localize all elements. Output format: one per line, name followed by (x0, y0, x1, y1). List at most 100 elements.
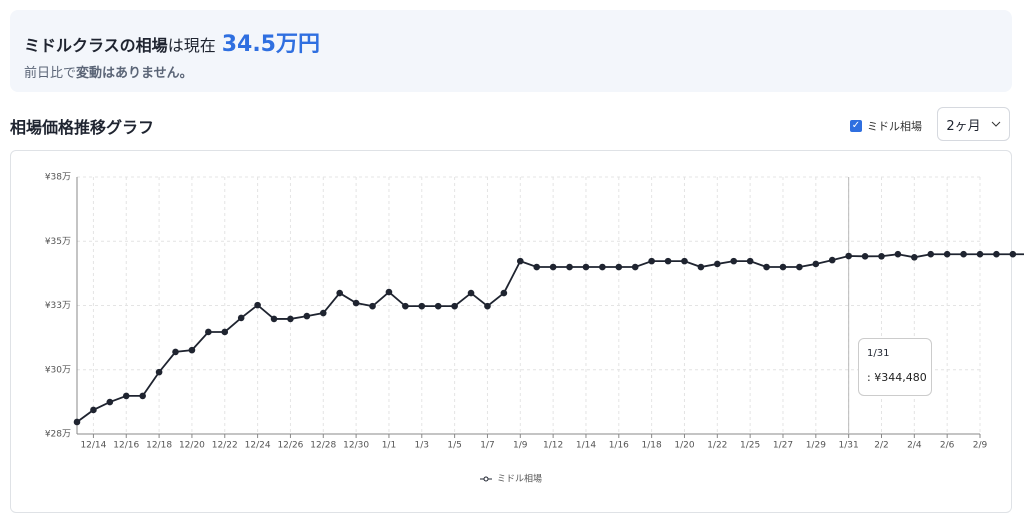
y-tick-label: ¥30万 (45, 365, 71, 375)
summary-title: ミドルクラスの相場は現在 34.5万円 (24, 26, 320, 58)
x-tick-label: 1/7 (480, 441, 494, 451)
point (861, 253, 869, 260)
point (681, 257, 688, 265)
x-tick-label: 1/27 (773, 441, 793, 451)
point (418, 302, 426, 310)
x-tick-label: 2/9 (973, 441, 988, 451)
point (845, 252, 852, 260)
point (960, 250, 967, 258)
point (385, 288, 393, 296)
point (1009, 250, 1017, 258)
sub-strong: 変動はありません。 (76, 66, 193, 81)
point (90, 406, 97, 414)
point (369, 302, 376, 310)
x-tick-label: 1/31 (839, 441, 859, 451)
point (796, 263, 803, 271)
legend-dot (483, 476, 489, 482)
point (976, 250, 984, 258)
legend-label: ミドル相場 (497, 473, 542, 485)
x-tick-label: 1/16 (609, 441, 629, 451)
checkbox-label: ミドル相場 (867, 120, 922, 133)
point (730, 257, 738, 265)
point (172, 348, 179, 356)
x-tick-label: 2/2 (874, 441, 888, 451)
point (270, 315, 278, 323)
x-tick-label: 12/24 (245, 441, 271, 451)
point (927, 250, 935, 258)
x-tick-label: 1/14 (576, 441, 596, 451)
point (993, 250, 1000, 258)
point (237, 314, 245, 322)
y-tick-label: ¥33万 (45, 301, 71, 311)
x-tick-label: 12/26 (277, 441, 303, 451)
point (549, 263, 557, 271)
point (221, 328, 229, 336)
point (205, 328, 212, 336)
x-tick-label: 1/20 (674, 441, 694, 451)
point (106, 398, 114, 406)
point (812, 260, 820, 268)
point (434, 302, 442, 310)
point (336, 289, 343, 297)
point (319, 309, 327, 317)
price: 34.5万円 (221, 32, 320, 57)
x-tick-label: 1/25 (740, 441, 760, 451)
y-tick-label: ¥35万 (45, 237, 71, 247)
point (122, 392, 130, 400)
title-mid: は現在 (167, 36, 216, 55)
checkbox[interactable]: ✓ (850, 120, 862, 132)
point (779, 263, 787, 271)
point (467, 289, 475, 297)
point (500, 289, 508, 297)
x-tick-label: 12/14 (80, 441, 106, 451)
x-tick-label: 1/9 (513, 441, 528, 451)
point (516, 257, 524, 265)
point (352, 299, 360, 307)
chevron (991, 121, 1000, 127)
point (303, 312, 311, 320)
series-toggle[interactable]: ✓ ミドル相場 (850, 118, 922, 134)
x-tick-label: 2/6 (940, 441, 955, 451)
summary-card: ミドルクラスの相場は現在 34.5万円 前日比で変動はありません。 (10, 10, 1012, 92)
point (287, 315, 294, 323)
x-tick-label: 12/30 (343, 441, 369, 451)
point (664, 257, 672, 265)
point (533, 263, 541, 271)
x-tick-label: 1/5 (447, 441, 461, 451)
section-title: 相場価格推移グラフ (10, 118, 155, 137)
point (746, 257, 754, 265)
period-select[interactable]: 2ヶ月 (937, 107, 1010, 141)
point (697, 263, 705, 271)
point (714, 260, 721, 268)
x-tick-label: 1/12 (543, 441, 563, 451)
point (648, 257, 655, 265)
point (582, 263, 590, 271)
point (402, 302, 409, 310)
x-tick-label: 1/29 (806, 441, 826, 451)
point (599, 263, 606, 271)
point (763, 263, 770, 271)
y-tick-label: ¥28万 (45, 430, 71, 440)
sub-lead: 前日比で (24, 66, 77, 81)
x-tick-label: 1/1 (382, 441, 396, 451)
y-tick-label: ¥38万 (45, 173, 71, 183)
x-tick-label: 12/18 (146, 441, 172, 451)
chart-card (10, 150, 1012, 513)
point (254, 301, 261, 309)
point (911, 253, 918, 261)
x-tick-label: 1/3 (415, 441, 429, 451)
period-label: 2ヶ月 (946, 118, 981, 134)
point (139, 392, 146, 400)
point (451, 302, 458, 310)
x-tick-label: 2/4 (907, 441, 922, 451)
title-strong: ミドルクラスの相場 (24, 36, 168, 55)
point (631, 263, 639, 271)
point (894, 250, 902, 258)
x-tick-label: 1/22 (707, 441, 727, 451)
point (484, 302, 491, 310)
tooltip: 1/31: ¥344,480 (858, 338, 932, 396)
point (155, 368, 163, 376)
summary-sub: 前日比で変動はありません。 (24, 62, 193, 81)
